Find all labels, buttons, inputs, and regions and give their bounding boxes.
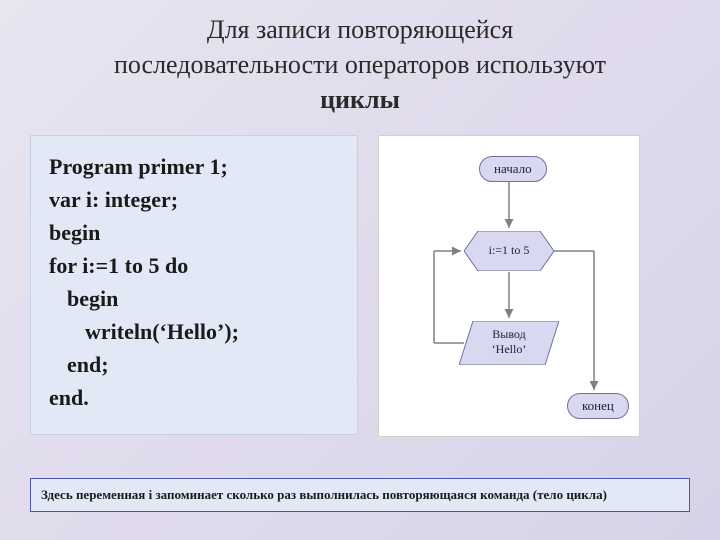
flowchart-start: начало <box>479 156 547 182</box>
loop-label: i:=1 to 5 <box>464 243 554 258</box>
title-line1: Для записи повторяющейся <box>207 15 513 44</box>
code-line: for i:=1 to 5 do <box>49 249 339 282</box>
code-block: Program primer 1; var i: integer; begin … <box>30 135 358 435</box>
flowchart-loop: i:=1 to 5 <box>464 231 554 271</box>
code-line: end. <box>49 381 339 414</box>
code-line: Program primer 1; <box>49 150 339 183</box>
code-line: var i: integer; <box>49 183 339 216</box>
footnote: Здесь переменная i запоминает сколько ра… <box>30 478 690 512</box>
code-line: begin <box>49 216 339 249</box>
content-row: Program primer 1; var i: integer; begin … <box>0 117 720 437</box>
flowchart-output: Вывод ‘Hello’ <box>459 321 559 365</box>
code-line: end; <box>49 348 339 381</box>
slide-title: Для записи повторяющейся последовательно… <box>0 0 720 117</box>
title-line3: циклы <box>320 85 400 114</box>
title-line2: последовательности операторов используют <box>114 50 606 79</box>
flowchart: начало i:=1 to 5 Вывод ‘Hello’ конец <box>378 135 640 437</box>
code-line: begin <box>49 282 339 315</box>
code-line: writeln(‘Hello’); <box>49 315 339 348</box>
flowchart-end: конец <box>567 393 629 419</box>
output-label: Вывод ‘Hello’ <box>469 327 549 356</box>
